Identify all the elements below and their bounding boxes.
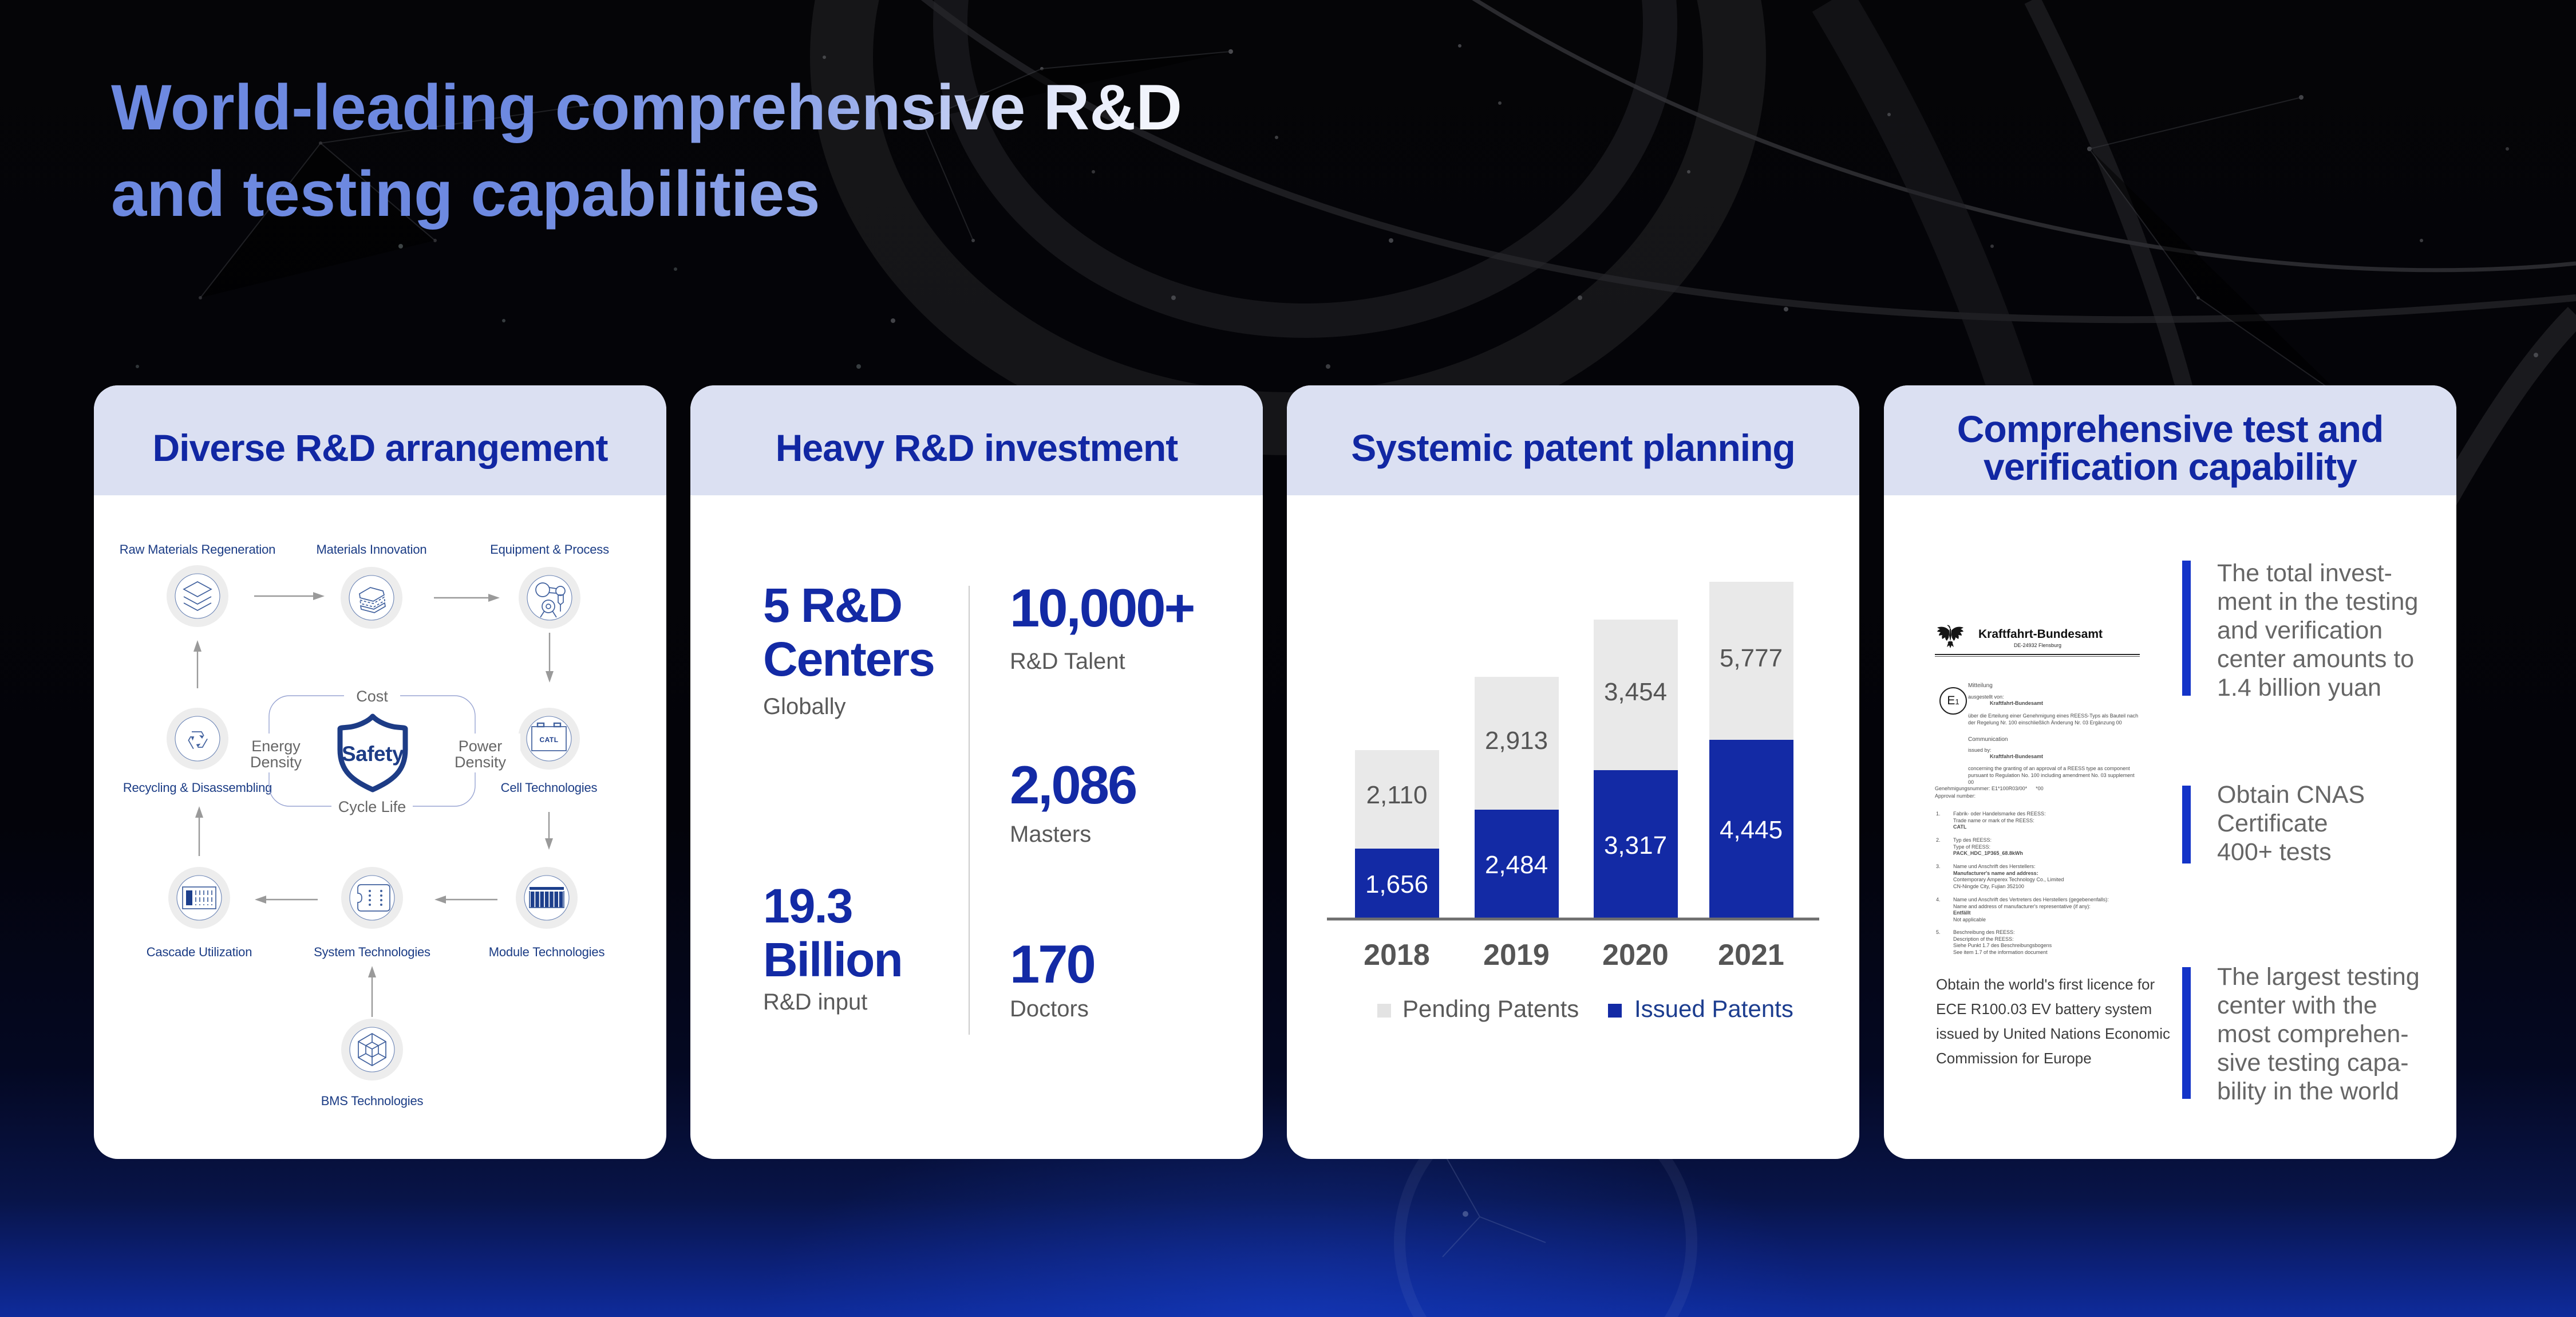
svg-text:Module Technologies: Module Technologies [489,945,605,959]
svg-text:3,317: 3,317 [1604,831,1667,859]
svg-text:Equipment & Process: Equipment & Process [490,542,609,557]
svg-text:Raw Materials Regeneration: Raw Materials Regeneration [120,542,275,557]
svg-text:BMS Technologies: BMS Technologies [321,1094,424,1108]
svg-text:CATL: CATL [539,736,558,744]
svg-text:Cost: Cost [356,688,388,705]
svg-text:Density: Density [455,754,507,771]
svg-text:2,913: 2,913 [1485,727,1548,755]
svg-text:2,110: 2,110 [1366,781,1428,809]
svg-text:Issued Patents: Issued Patents [1634,995,1793,1022]
svg-text:Density: Density [250,754,302,771]
svg-text:Cascade Utilization: Cascade Utilization [147,945,252,959]
svg-text:1,656: 1,656 [1365,870,1428,898]
svg-text:Pending Patents: Pending Patents [1402,995,1579,1022]
svg-text:Cycle Life: Cycle Life [338,798,406,815]
svg-text:Power: Power [459,738,503,755]
svg-text:2,484: 2,484 [1485,851,1548,879]
svg-text:3,454: 3,454 [1604,678,1667,706]
svg-text:2018: 2018 [1364,939,1430,972]
svg-text:Safety: Safety [342,742,404,766]
svg-text:Cell Technologies: Cell Technologies [501,780,598,795]
svg-text:2021: 2021 [1718,939,1784,972]
svg-text:2019: 2019 [1483,939,1550,972]
svg-text:Energy: Energy [251,738,301,755]
svg-text:5,777: 5,777 [1720,644,1783,672]
svg-text:4,445: 4,445 [1720,816,1783,844]
svg-text:Recycling & Disassembling: Recycling & Disassembling [123,780,272,795]
svg-text:2020: 2020 [1602,939,1669,972]
svg-text:System Technologies: System Technologies [314,945,430,959]
svg-text:Materials Innovation: Materials Innovation [317,542,427,557]
